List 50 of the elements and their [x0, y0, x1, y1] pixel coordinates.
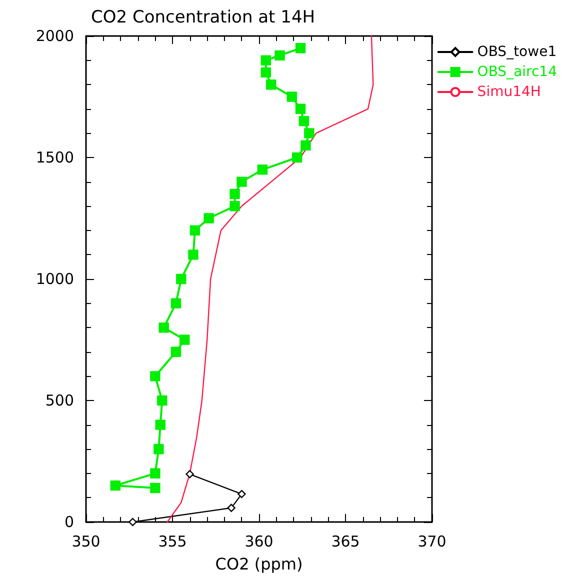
x-tick-label: 360 [244, 532, 274, 550]
point [257, 164, 268, 175]
point [128, 518, 137, 526]
legend-label: Simu14H [477, 84, 541, 100]
point [150, 371, 160, 382]
point [170, 298, 182, 308]
point [186, 470, 194, 478]
point [298, 116, 310, 126]
point [188, 250, 198, 260]
point [155, 420, 166, 430]
point [190, 225, 200, 236]
x-tick-label: 355 [158, 532, 187, 550]
point [176, 274, 186, 284]
y-tick-label: 2000 [36, 27, 74, 45]
point [274, 50, 285, 61]
point [227, 504, 236, 512]
point [110, 480, 121, 491]
chart-title: CO2 Concentration at 14H [91, 8, 316, 28]
point [150, 468, 160, 478]
point [204, 213, 214, 224]
point [236, 176, 247, 187]
legend-label: OBS_airc14 [477, 64, 558, 80]
x-tick-label: 350 [72, 532, 100, 550]
point [266, 80, 276, 90]
point [292, 152, 302, 163]
point [260, 55, 272, 66]
point [286, 92, 297, 102]
x-tick-label: 370 [418, 532, 446, 550]
x-axis-title: CO2 (ppm) [215, 554, 303, 574]
point [304, 128, 314, 138]
point [157, 395, 168, 406]
point [170, 346, 182, 357]
point [154, 444, 164, 454]
point [230, 201, 240, 212]
point [295, 104, 306, 114]
point [230, 188, 240, 200]
point [260, 67, 272, 78]
point [295, 43, 306, 54]
y-tick-label: 1500 [36, 148, 74, 166]
y-tick-label: 500 [45, 392, 74, 410]
x-tick-label: 365 [331, 532, 360, 550]
point [158, 322, 169, 333]
point [238, 490, 246, 498]
legend-label: OBS_towe1 [477, 44, 557, 60]
y-tick-label: 0 [64, 513, 74, 531]
point [180, 334, 190, 345]
line-series [166, 35, 374, 523]
point [150, 482, 160, 494]
y-tick-label: 1000 [36, 270, 74, 288]
point [300, 140, 311, 150]
